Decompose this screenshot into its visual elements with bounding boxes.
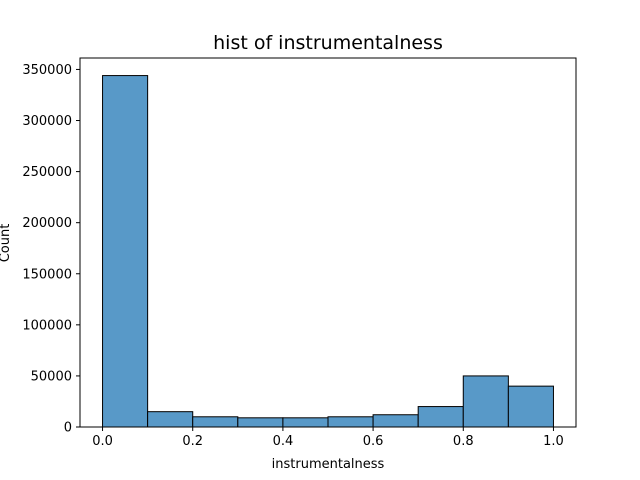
y-tick-label: 350000 bbox=[22, 63, 72, 78]
histogram-bar-0 bbox=[102, 75, 149, 428]
y-tick-label: 250000 bbox=[22, 165, 72, 180]
histogram-bar-4 bbox=[282, 417, 329, 428]
histogram-bar-9 bbox=[507, 385, 554, 428]
histogram-bar-1 bbox=[147, 411, 194, 428]
y-tick-label: 50000 bbox=[31, 369, 72, 384]
x-tick-label: 0.6 bbox=[363, 434, 384, 449]
histogram-bar-8 bbox=[462, 375, 509, 428]
x-axis-label: instrumentalness bbox=[272, 457, 385, 472]
x-axis: 0.0 0.2 0.4 0.6 0.8 1.0 bbox=[92, 427, 564, 449]
y-tick-label: 300000 bbox=[22, 114, 72, 129]
y-tick-label: 200000 bbox=[22, 216, 72, 231]
y-tick-label: 150000 bbox=[22, 267, 72, 282]
y-axis: 0 50000 100000 150000 200000 250000 300000 3500… bbox=[22, 63, 80, 436]
y-axis-label: Count bbox=[0, 224, 13, 263]
chart-title: hist of instrumentalness bbox=[213, 32, 443, 54]
x-tick-label: 0.2 bbox=[182, 434, 203, 449]
histogram-bar-3 bbox=[237, 417, 284, 428]
histogram-bar-6 bbox=[372, 414, 419, 428]
x-tick-label: 0.8 bbox=[453, 434, 474, 449]
histogram-bar-2 bbox=[192, 416, 239, 428]
y-tick-label: 100000 bbox=[22, 318, 72, 333]
plot-frame bbox=[79, 57, 577, 428]
bars-group bbox=[102, 75, 554, 428]
histogram-bar-7 bbox=[417, 406, 464, 428]
histogram-bar-5 bbox=[327, 416, 374, 428]
x-tick-label: 0.0 bbox=[92, 434, 113, 449]
x-tick-label: 1.0 bbox=[543, 434, 564, 449]
x-tick-label: 0.4 bbox=[273, 434, 294, 449]
y-tick-label: 0 bbox=[64, 421, 72, 436]
